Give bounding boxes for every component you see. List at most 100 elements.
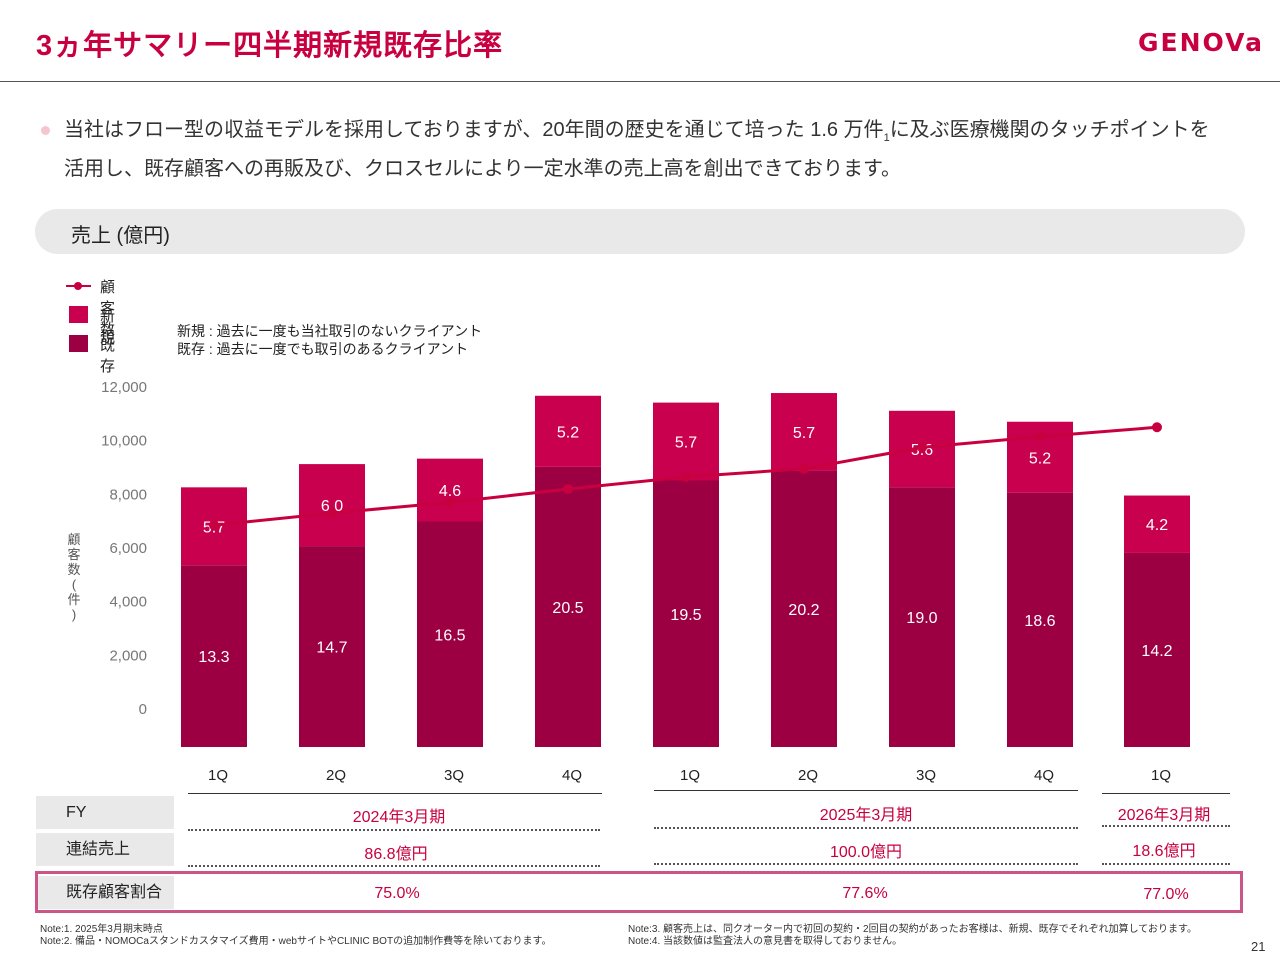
data-label-new: 6.0 <box>321 498 343 515</box>
definition-new: 新規 : 過去に一度も当社取引のないクライアント <box>177 323 483 339</box>
x-tick-label: 2Q <box>798 767 818 784</box>
customers-point <box>799 463 809 474</box>
new-swatch-icon <box>69 306 88 323</box>
bar-existing <box>417 521 483 747</box>
bar-new <box>771 393 837 471</box>
bar-new <box>417 458 483 522</box>
data-label-new: 5.2 <box>557 424 579 441</box>
company-logo: GENOVa <box>1138 28 1264 57</box>
y-tick-label: 8,000 <box>109 486 147 503</box>
data-label-new: 4.6 <box>439 483 461 500</box>
x-tick-label: 3Q <box>916 767 936 784</box>
bar-existing <box>653 480 719 747</box>
page-number: 21 <box>1251 939 1266 954</box>
page-title: 3ヵ年サマリー四半期新規既存比率 <box>36 30 504 62</box>
y-axis-label-char: 客 <box>67 547 81 562</box>
bar-new <box>653 402 719 481</box>
bar-new <box>1124 495 1190 553</box>
x-tick-label: 1Q <box>208 767 228 784</box>
ratio-period-3: 77.0% <box>1143 886 1189 903</box>
legend-label-new: 新規 <box>100 308 116 346</box>
data-label-existing: 13.3 <box>198 649 229 666</box>
line-marker-icon <box>66 282 91 290</box>
y-tick-label: 2,000 <box>109 647 147 664</box>
customers-point <box>563 483 573 494</box>
intro-text: 当社はフロー型の収益モデルを採用しておりますが、20年間の歴史を通じて培った 1… <box>64 115 1224 185</box>
dotted-divider <box>1102 825 1230 827</box>
dotted-divider <box>654 863 1078 865</box>
section-label: 売上 (億円) <box>71 225 170 247</box>
ratio-highlight-box <box>35 871 1243 913</box>
customers-point <box>327 508 337 519</box>
y-tick-label: 12,000 <box>101 379 147 396</box>
y-axis-label-char: 数 <box>67 562 81 577</box>
bar-new <box>535 395 601 467</box>
intro-text-after: に及ぶ医療機関のタッチポイントを活用し、既存顧客への再販及び、クロスセルにより一… <box>64 119 1210 180</box>
period-divider <box>1102 793 1230 794</box>
bar-existing <box>1007 492 1073 747</box>
x-tick-label: 2Q <box>326 767 346 784</box>
data-label-existing: 19.5 <box>670 607 701 624</box>
customers-point <box>681 471 691 482</box>
y-axis-label-char: ( <box>71 577 77 592</box>
bar-existing <box>1124 552 1190 747</box>
note-2: Note:2. 備品・NOMOCaスタンドカスタマイズ費用・webサイトやCLI… <box>40 936 552 947</box>
y-axis-label-char: 顧 <box>67 532 81 547</box>
definition-existing: 既存 : 過去に一度でも取引のあるクライアント <box>177 341 469 357</box>
dotted-divider <box>1102 863 1230 865</box>
data-label-new: 5.2 <box>1029 450 1051 467</box>
ratio-row-label: 既存顧客割合 <box>36 876 174 909</box>
ratio-period-2: 77.6% <box>842 885 888 902</box>
bar-existing <box>889 487 955 747</box>
existing-swatch-icon <box>69 335 88 352</box>
y-axis-label-char: ) <box>71 607 77 622</box>
sales-period-3: 18.6億円 <box>1132 843 1196 860</box>
bar-existing <box>535 466 601 747</box>
x-tick-label: 1Q <box>1151 767 1171 784</box>
data-label-existing: 14.2 <box>1141 643 1172 660</box>
note-3: Note:3. 顧客売上は、同クオーター内で初回の契約・2回目の契約があったお客… <box>628 924 1197 935</box>
bar-existing <box>771 470 837 747</box>
data-label-existing: 18.6 <box>1024 613 1055 630</box>
data-label-existing: 14.7 <box>316 640 347 657</box>
data-label-new: 5.7 <box>675 435 697 452</box>
y-tick-label: 0 <box>139 701 147 718</box>
y-tick-label: 4,000 <box>109 594 147 611</box>
bar-existing <box>299 546 365 747</box>
bullet-icon <box>41 126 50 135</box>
note-4: Note:4. 当該数値は監査法人の意見書を取得しておりません。 <box>628 936 903 947</box>
legend-label-customers: 顧客数 <box>100 279 116 338</box>
data-label-existing: 16.5 <box>434 627 465 644</box>
fy-period-1: 2024年3月期 <box>352 809 446 826</box>
header-divider <box>0 81 1280 82</box>
fy-row-label: FY <box>36 796 174 829</box>
notes-right: Note:3. 顧客売上は、同クオーター内で初回の契約・2回目の契約があったお客… <box>628 924 1197 948</box>
fy-period-2: 2025年3月期 <box>819 807 913 824</box>
notes-left: Note:1. 2025年3月期末時点 Note:2. 備品・NOMOCaスタン… <box>40 924 551 948</box>
legend-label-existing: 既存 <box>100 337 116 375</box>
customers-point <box>1152 422 1162 433</box>
y-tick-label: 10,000 <box>101 433 147 450</box>
section-header: 売上 (億円) <box>35 209 1245 254</box>
data-label-existing: 20.2 <box>788 602 819 619</box>
data-label-new: 4.2 <box>1146 517 1168 534</box>
bar-existing <box>181 565 247 747</box>
intro-footnote-mark: 1 <box>883 132 890 144</box>
x-tick-label: 4Q <box>562 767 582 784</box>
data-label-new: 5.7 <box>793 425 815 442</box>
dotted-divider <box>188 829 600 831</box>
dotted-divider <box>654 827 1078 829</box>
customers-point <box>1035 431 1045 442</box>
sales-period-1: 86.8億円 <box>364 846 428 863</box>
x-tick-label: 1Q <box>680 767 700 784</box>
y-tick-label: 6,000 <box>109 540 147 557</box>
y-axis-label-char: 件 <box>67 592 81 607</box>
x-tick-label: 4Q <box>1034 767 1054 784</box>
x-tick-label: 3Q <box>444 767 464 784</box>
period-divider <box>654 790 1078 791</box>
intro-text-before: 当社はフロー型の収益モデルを採用しておりますが、20年間の歴史を通じて培った 1… <box>64 119 884 141</box>
note-1: Note:1. 2025年3月期末時点 <box>40 924 163 935</box>
definitions: 新規 : 過去に一度も当社取引のないクライアント 既存 : 過去に一度でも取引の… <box>177 322 482 358</box>
ratio-period-1: 75.0% <box>374 885 420 902</box>
y-axis-label: 顧客数(件) <box>66 532 82 622</box>
